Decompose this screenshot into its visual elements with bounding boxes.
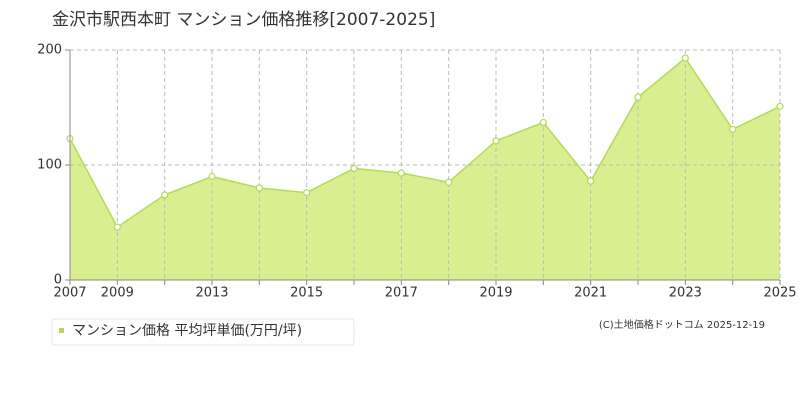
data-point xyxy=(445,178,453,186)
legend-box xyxy=(51,318,355,346)
data-point xyxy=(681,54,689,62)
area-line xyxy=(69,56,781,229)
data-point xyxy=(539,118,547,127)
copyright: (C)土地価格ドットコム 2025-12-19 xyxy=(599,318,765,331)
x-tick-label: 2017 xyxy=(385,286,418,301)
data-point xyxy=(161,191,169,199)
x-tick-label: 2009 xyxy=(101,286,134,301)
x-tick-label: 2013 xyxy=(195,286,228,301)
x-tick-label: 2021 xyxy=(574,286,607,301)
legend-swatch xyxy=(59,328,64,333)
y-tick-label: 0 xyxy=(54,273,62,288)
data-point xyxy=(350,164,358,173)
data-point xyxy=(113,223,121,231)
data-point xyxy=(208,172,216,181)
data-point xyxy=(397,169,405,177)
legend-label: マンション価格 平均坪単価(万円/坪) xyxy=(72,323,302,339)
x-tick-label: 2015 xyxy=(290,286,323,301)
area-fill xyxy=(70,58,780,280)
data-point xyxy=(492,137,500,145)
chart-title: 金沢市駅西本町 マンション価格推移[2007-2025] xyxy=(52,10,435,30)
data-point xyxy=(729,125,737,133)
x-tick-label: 2007 xyxy=(53,286,86,301)
x-tick-label: 2023 xyxy=(669,286,702,301)
data-point xyxy=(587,177,595,185)
data-point xyxy=(255,184,263,192)
y-tick-label: 100 xyxy=(37,158,62,173)
data-point xyxy=(303,189,311,197)
data-point xyxy=(634,93,642,101)
x-tick-label: 2019 xyxy=(479,286,512,301)
x-tick-label: 2025 xyxy=(763,286,796,301)
y-tick-label: 200 xyxy=(37,43,62,58)
data-point xyxy=(776,102,784,110)
